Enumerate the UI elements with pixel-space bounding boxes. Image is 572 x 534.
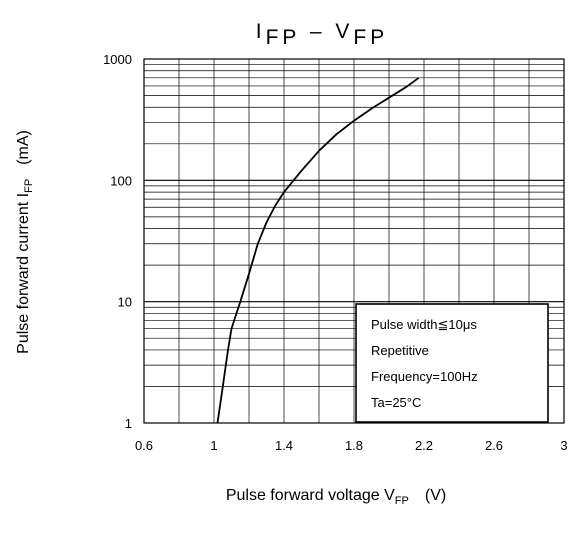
legend-line: Repetitive bbox=[371, 343, 429, 358]
series-layer bbox=[216, 77, 420, 424]
y-tick-label: 100 bbox=[110, 173, 132, 188]
x-tick-labels: 0.6 1 1.4 1.8 2.2 2.6 3 bbox=[135, 438, 568, 453]
legend-box: Pulse width≦10μs Repetitive Frequency=100H… bbox=[355, 303, 549, 423]
y-tick-label: 1 bbox=[125, 416, 132, 431]
y-tick-labels: 1 10 100 1000 bbox=[103, 52, 132, 431]
x-tick-label: 2.2 bbox=[415, 438, 433, 453]
x-tick-label: 0.6 bbox=[135, 438, 153, 453]
title-part-1: I bbox=[256, 20, 266, 43]
x-tick-label: 1.4 bbox=[275, 438, 293, 453]
legend-line: Ta=25°C bbox=[371, 395, 421, 410]
x-axis-label-unit: (V) bbox=[425, 487, 446, 504]
x-tick-label: 1.8 bbox=[345, 438, 363, 453]
x-tick-label: 3 bbox=[560, 438, 567, 453]
legend-frame bbox=[355, 303, 549, 423]
x-axis-label-sub: FP bbox=[395, 495, 409, 507]
title-part-2: – bbox=[300, 20, 335, 43]
x-tick-label: 1 bbox=[210, 438, 217, 453]
plot-frame bbox=[143, 58, 565, 424]
y-tick-label: 10 bbox=[118, 295, 132, 310]
y-axis-label: Pulse forward current IFP (mA) bbox=[15, 130, 35, 354]
x-axis-label: Pulse forward voltage VFP (V) bbox=[226, 487, 446, 507]
x-axis-label-main: Pulse forward voltage V bbox=[226, 487, 395, 504]
y-tick-label: 1000 bbox=[103, 52, 132, 67]
title-part-1-sub: FP bbox=[266, 26, 300, 49]
chart-title: IFP – VFP bbox=[256, 20, 389, 49]
legend-line: Pulse width≦10μs bbox=[371, 317, 477, 332]
y-axis-label-unit: (mA) bbox=[15, 130, 32, 165]
series-curve bbox=[216, 77, 420, 424]
title-part-3-sub: FP bbox=[353, 26, 388, 49]
x-tick-label: 2.6 bbox=[485, 438, 503, 453]
title-part-3: V bbox=[335, 20, 353, 43]
y-axis-label-sub: FP bbox=[23, 179, 35, 193]
legend-line: Frequency=100Hz bbox=[371, 369, 478, 384]
y-axis-label-main: Pulse forward current I bbox=[15, 193, 32, 354]
